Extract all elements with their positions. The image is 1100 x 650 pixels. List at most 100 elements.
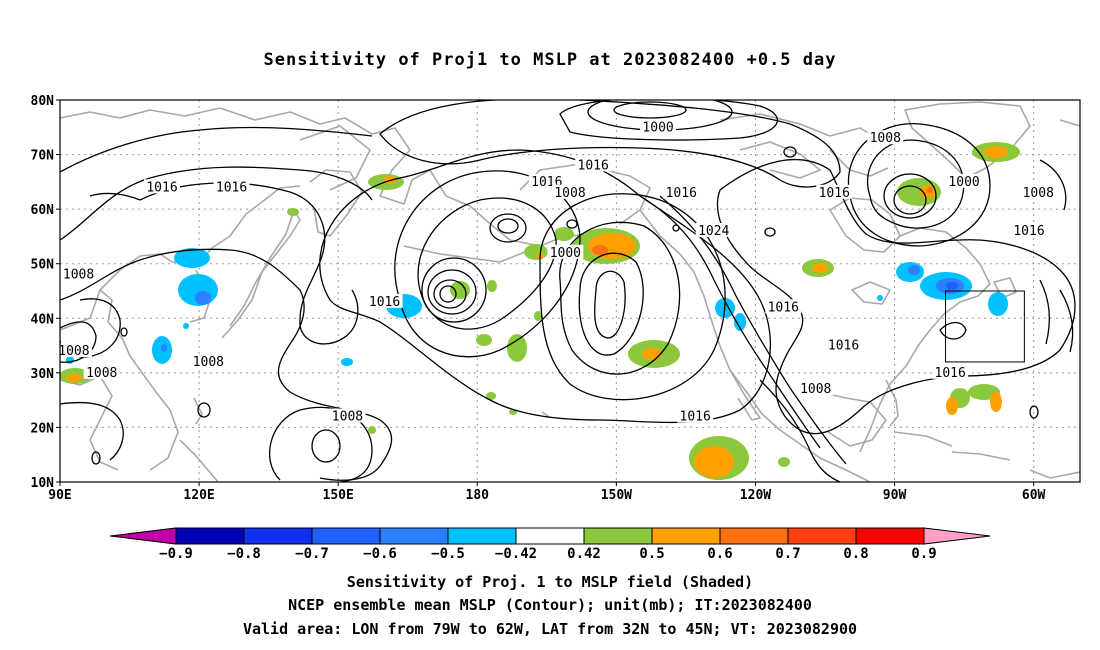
- contour-label-bg: [528, 173, 565, 188]
- contour-label: 1008: [86, 366, 117, 381]
- contour-label-bg: [1020, 184, 1057, 199]
- contour-labels: 1000 1008 1016 1016 1016 1016 1008 1016 1016 1000…: [58, 119, 1057, 425]
- colorbar-label: −0.9: [159, 546, 193, 562]
- lon-tick-label: 180: [466, 488, 490, 503]
- contour-label: 1008: [1023, 186, 1054, 201]
- lat-tick-label: 60N: [31, 203, 55, 218]
- caption-valid-area: Valid area: LON from 79W to 62W, LAT fro…: [242, 620, 858, 638]
- contour-label: 1016: [666, 186, 697, 201]
- map-title: Sensitivity of Proj1 to MSLP at 20230824…: [263, 50, 837, 70]
- contour-label-bg: [1011, 222, 1047, 237]
- contour-label-bg: [190, 353, 227, 368]
- plot-area: [60, 100, 1080, 482]
- lat-tick-label: 30N: [31, 367, 55, 382]
- contour-label-bg: [816, 184, 853, 199]
- contour-label: 1000: [948, 175, 979, 190]
- contour-label: 1016: [819, 186, 850, 201]
- contour-label-bg: [60, 343, 92, 358]
- contour-label-bg: [640, 119, 677, 134]
- colorbar-label: 0.7: [775, 546, 800, 562]
- lat-tick-label: 50N: [31, 258, 55, 273]
- colorbar-segment: [311, 527, 381, 545]
- colorbar-segment: [719, 527, 789, 545]
- contour-label-bg: [575, 157, 612, 172]
- colorbar-label: 0.42: [567, 546, 601, 562]
- colorbar-label: 0.8: [843, 546, 868, 562]
- colorbar-label: 0.5: [639, 546, 664, 562]
- lon-tick-label: 120E: [183, 488, 214, 503]
- valid-area-box: [945, 290, 1025, 363]
- colorbar: −0.9 −0.8 −0.7 −0.6 −0.5 −0.42 0.42 0.5 0.6 0.7 0.…: [109, 527, 991, 562]
- colorbar-segment: [379, 527, 449, 545]
- lon-tick-label: 90E: [48, 488, 71, 503]
- colorbar-segment: [787, 527, 857, 545]
- sensitivity-shading: [60, 142, 1020, 480]
- colorbar-max-arrow: [923, 527, 991, 545]
- colorbar-segment: [651, 527, 721, 545]
- lon-tick-label: 120W: [740, 488, 771, 503]
- contour-label-bg: [366, 293, 403, 308]
- contour-label: 1016: [768, 300, 799, 315]
- contour-label: 1008: [800, 382, 831, 397]
- colorbar-segment: [447, 527, 517, 545]
- contour-label: 1008: [554, 186, 585, 201]
- lat-tick-label: 10N: [31, 476, 55, 491]
- contour-label: 1008: [63, 268, 94, 283]
- contour-label: 1016: [146, 180, 177, 195]
- colorbar-label: −0.7: [295, 546, 329, 562]
- lat-tick-label: 70N: [31, 149, 55, 164]
- plot-frame: [59, 99, 1081, 483]
- contour-label-bg: [60, 266, 97, 281]
- contour-label-bg: [797, 381, 834, 396]
- contour-label-bg: [695, 222, 732, 237]
- contour-label-bg: [547, 244, 584, 259]
- contour-label: 1024: [698, 224, 729, 239]
- caption-contour: NCEP ensemble mean MSLP (Contour); unit(…: [288, 596, 812, 614]
- contour-label: 1016: [578, 158, 609, 173]
- contour-label: 1008: [870, 131, 901, 146]
- contour-label: 1016: [369, 295, 400, 310]
- colorbar-label: −0.42: [495, 546, 537, 562]
- colorbar-segment: [243, 527, 313, 545]
- contour-label: 1008: [58, 344, 89, 359]
- colorbar-label: −0.5: [431, 546, 465, 562]
- contour-label-bg: [677, 408, 714, 423]
- colorbar-label: 0.9: [911, 546, 936, 562]
- lon-tick-label: 90W: [883, 488, 907, 503]
- contour-label-bg: [329, 408, 366, 423]
- contour-label: 1016: [828, 339, 859, 354]
- contour-label-bg: [663, 184, 700, 199]
- caption-shaded: Sensitivity of Proj. 1 to MSLP field (Sh…: [346, 573, 754, 591]
- contour-label: 1000: [642, 120, 673, 135]
- contour-label-bg: [144, 179, 180, 194]
- contour-label: 1008: [332, 410, 363, 425]
- contour-label-bg: [213, 179, 250, 194]
- latitude-axis: 80N 70N 60N 50N 40N 30N 20N 10N: [31, 94, 60, 491]
- colorbar-label: −0.6: [363, 546, 397, 562]
- contour-label-bg: [765, 299, 802, 314]
- contour-label: 1016: [1013, 224, 1044, 239]
- contour-label: 1016: [935, 366, 966, 381]
- colorbar-segment: [175, 527, 245, 545]
- lat-tick-label: 40N: [31, 312, 55, 327]
- contour-label-bg: [946, 173, 983, 188]
- contour-label-bg: [825, 337, 862, 352]
- contour-label: 1008: [193, 355, 224, 370]
- colorbar-segment: [583, 527, 653, 545]
- contour-label-bg: [932, 364, 969, 379]
- colorbar-min-arrow: [109, 527, 177, 545]
- colorbar-label: 0.6: [707, 546, 732, 562]
- contour-label: 1000: [550, 246, 581, 261]
- lon-tick-label: 60W: [1022, 488, 1046, 503]
- colorbar-label: −0.8: [227, 546, 261, 562]
- lon-tick-label: 150E: [323, 488, 354, 503]
- contour-label-bg: [83, 364, 120, 379]
- contour-label: 1016: [216, 180, 247, 195]
- contour-label-bg: [867, 130, 904, 145]
- contour-label-bg: [552, 184, 588, 199]
- lat-tick-label: 80N: [31, 94, 55, 109]
- colorbar-segment: [855, 527, 925, 545]
- lat-tick-label: 20N: [31, 421, 55, 436]
- contour-label: 1016: [680, 410, 711, 425]
